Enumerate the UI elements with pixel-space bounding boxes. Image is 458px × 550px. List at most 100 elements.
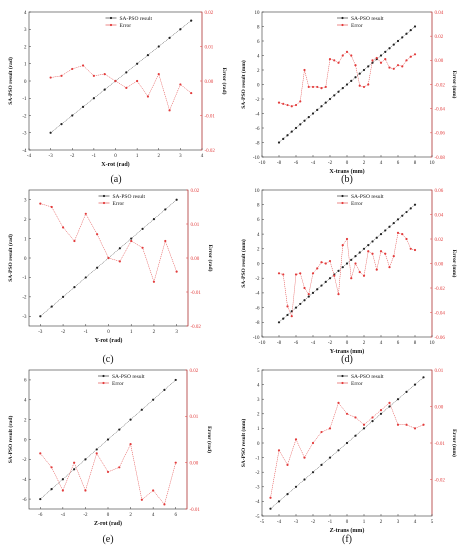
x-tick-label: -6 xyxy=(294,161,299,166)
result-point xyxy=(140,408,143,411)
y2-tick-label: 0.06 xyxy=(435,189,444,194)
result-point xyxy=(392,221,395,225)
result-point xyxy=(388,47,391,50)
y-tick-label: -6 xyxy=(255,127,260,132)
y-axis-label: SA-PSO result (rad) xyxy=(7,234,14,282)
error-point xyxy=(358,84,361,87)
result-point xyxy=(396,398,400,401)
y2-tick-label: -0.06 xyxy=(435,336,446,341)
y-tick-label: -10 xyxy=(253,336,260,341)
result-point xyxy=(341,266,344,269)
result-point xyxy=(384,50,387,53)
error-point xyxy=(175,270,178,273)
error-point xyxy=(328,58,332,61)
result-point xyxy=(405,210,408,214)
x-tick-label: 4 xyxy=(380,161,383,166)
y2-tick-label: 0.01 xyxy=(190,415,199,420)
result-point xyxy=(362,247,366,250)
result-point xyxy=(61,295,65,298)
x-tick-label: 8 xyxy=(414,161,417,166)
y-axis-label: SA-PSO result (mm) xyxy=(240,60,247,109)
error-point xyxy=(422,423,425,426)
result-point xyxy=(422,376,425,379)
result-point xyxy=(141,227,144,230)
chart-panel-0: -4 -3 -2 -1 0 1 2 3 4-4-3-2-101234-0.02-0.010.00… xyxy=(7,11,228,185)
legend-label: SA-PSO result xyxy=(351,374,384,380)
result-point xyxy=(60,123,63,126)
result-point xyxy=(307,116,310,119)
y-tick-label: 2 xyxy=(24,45,27,50)
result-point xyxy=(413,383,417,386)
y-tick-label: 6 xyxy=(24,379,27,384)
legend-label: Error xyxy=(113,201,125,207)
x-tick-label: -4 xyxy=(27,154,32,159)
x-tick-label: 0 xyxy=(107,513,110,518)
error-point xyxy=(290,105,293,108)
error-point xyxy=(392,67,395,70)
legend-label: Error xyxy=(351,381,363,387)
error-point xyxy=(50,205,53,209)
error-point xyxy=(73,461,76,464)
error-point xyxy=(345,50,349,53)
error-point xyxy=(388,66,391,69)
chart-panel-2: -3 -2 -1 0 1 2 3 -3 -2 -1 0 1 2 3 -0.02 -0.01 0.00 0.01 0.… xyxy=(7,189,214,365)
result-point xyxy=(39,497,42,501)
error-point xyxy=(320,430,323,434)
y2-tick-label: 0.01 xyxy=(435,369,444,374)
error-point xyxy=(125,86,128,89)
error-point xyxy=(84,489,87,492)
y-tick-label: -8 xyxy=(255,141,260,146)
y2-tick-label: 0.02 xyxy=(190,369,199,374)
y-tick-label: -4 xyxy=(255,500,260,505)
result-point xyxy=(328,456,332,459)
y2-tick-label: -0.04 xyxy=(435,107,446,112)
result-point xyxy=(103,88,106,91)
error-point xyxy=(311,441,315,445)
x-tick-label: 6 xyxy=(174,513,177,518)
y-tick-label: 4 xyxy=(257,233,260,238)
x-tick-label: 2 xyxy=(363,341,366,346)
x-tick-label: -3 xyxy=(49,154,54,159)
error-point xyxy=(179,83,182,86)
error-point xyxy=(388,266,391,269)
x-axis-label: X-rot (rad) xyxy=(101,161,129,168)
error-point xyxy=(129,443,132,446)
y2-axis-label: Error (rad) xyxy=(206,426,213,453)
result-point xyxy=(405,390,408,393)
error-point xyxy=(286,305,289,308)
result-point xyxy=(73,468,76,471)
y-tick-label: 0 xyxy=(24,80,27,85)
x-tick-label: 2 xyxy=(129,513,132,518)
error-point xyxy=(277,449,281,452)
legend-swatch-marker xyxy=(102,374,105,378)
x-tick-label: 6 xyxy=(397,161,400,166)
error-point xyxy=(294,438,298,441)
error-point xyxy=(371,252,374,255)
legend-swatch-marker xyxy=(102,194,106,198)
result-point xyxy=(96,266,99,269)
result-point xyxy=(73,286,76,289)
error-point xyxy=(367,83,370,86)
legend-label: SA-PSO result xyxy=(120,16,153,22)
result-point xyxy=(299,123,302,126)
error-point xyxy=(303,68,306,72)
y-tick-label: 3 xyxy=(24,199,27,204)
chart-panel-1: -10 -8 -6 -4 -2 0 2 4 6 8 10-10-8-6-4-20246810-0.0… xyxy=(240,11,458,185)
result-point xyxy=(367,65,370,68)
error-point xyxy=(164,239,167,243)
error-point xyxy=(328,427,332,430)
y2-axis-label: Error (mm) xyxy=(451,250,458,278)
panel-label: (c) xyxy=(102,354,113,365)
error-point xyxy=(358,270,361,274)
result-point xyxy=(286,493,289,496)
error-point xyxy=(294,103,298,107)
error-point xyxy=(61,226,65,229)
error-point xyxy=(311,85,315,89)
y-tick-label: 1 xyxy=(24,237,27,242)
error-point xyxy=(92,74,95,77)
error-point xyxy=(49,76,52,79)
result-point xyxy=(303,119,306,122)
result-point xyxy=(350,258,353,261)
error-point xyxy=(130,239,133,243)
x-tick-label: -1 xyxy=(328,520,333,525)
